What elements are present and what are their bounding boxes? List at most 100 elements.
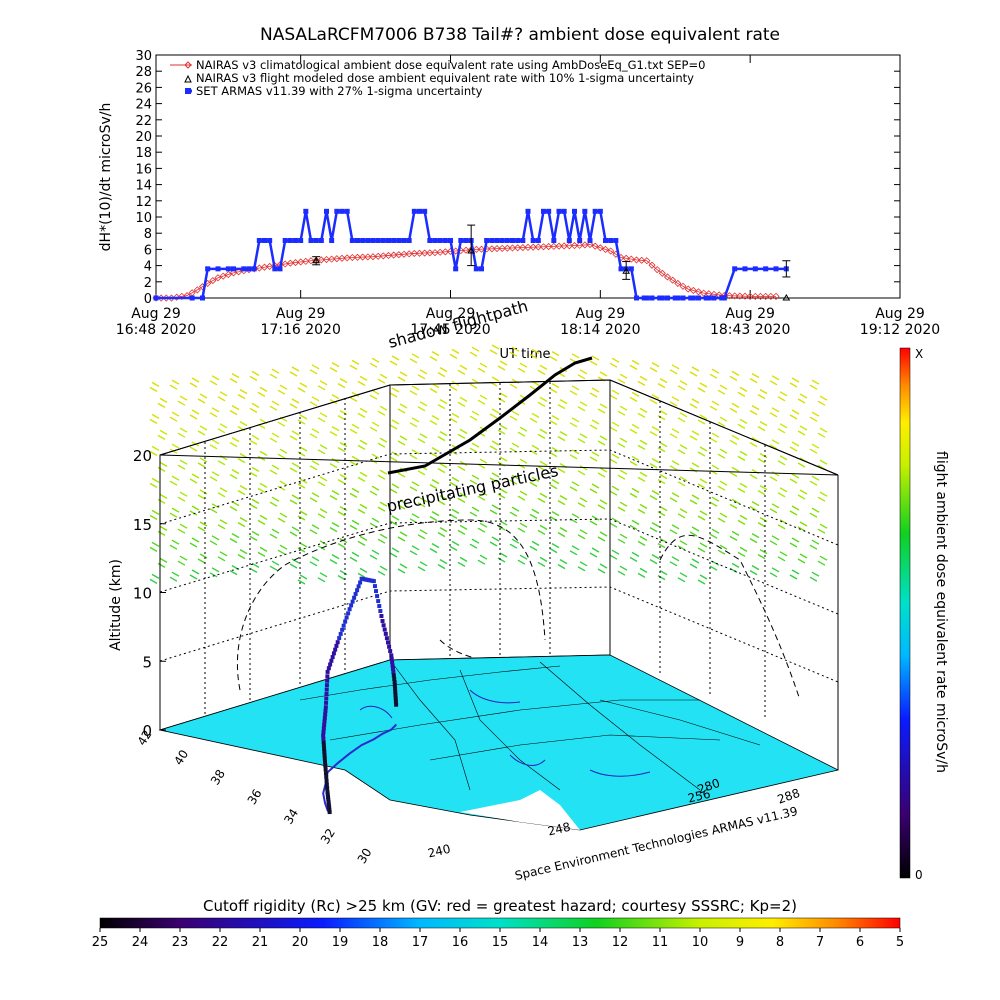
nairas-climatological-point — [426, 249, 434, 257]
particle-mark — [237, 553, 246, 560]
particle-mark — [511, 538, 520, 544]
particle-mark — [389, 392, 398, 398]
armas-point — [215, 266, 221, 272]
particle-mark — [777, 460, 786, 466]
nairas-climatological-point — [384, 251, 393, 260]
particle-mark — [371, 389, 380, 395]
particle-mark — [729, 375, 738, 382]
rigidity-colorbar-gradient — [99, 917, 901, 929]
y-tick-label: 22 — [135, 114, 152, 129]
particle-mark — [509, 351, 518, 357]
particle-mark — [351, 423, 360, 430]
particle-mark — [711, 528, 720, 534]
flightpath-point — [390, 660, 395, 665]
armas-point — [298, 237, 304, 243]
particle-mark — [651, 521, 660, 528]
particle-mark — [419, 561, 428, 567]
particle-mark — [777, 396, 786, 402]
armas-point — [732, 266, 738, 272]
particle-mark — [651, 457, 660, 464]
particle-mark — [671, 492, 680, 498]
armas-point — [241, 266, 247, 272]
particle-mark — [189, 510, 198, 516]
particle-mark — [469, 415, 478, 421]
nairas-climatological-point — [560, 242, 568, 250]
particle-mark — [619, 565, 628, 571]
flightpath-point — [323, 712, 328, 717]
nairas-climatological-point — [694, 288, 703, 296]
particle-mark — [539, 364, 548, 371]
particle-mark — [231, 436, 240, 443]
particle-mark — [269, 405, 278, 411]
particle-mark — [469, 447, 478, 453]
particle-mark — [677, 481, 686, 487]
particle-mark — [349, 556, 358, 563]
rigidity-tick-label: 11 — [652, 935, 669, 950]
particle-mark — [229, 473, 238, 480]
ground-track — [322, 723, 398, 814]
nairas-climatological-point — [374, 252, 382, 260]
legend-entry-nairas-climatological: NAIRAS v3 climatological ambient dose eq… — [170, 58, 705, 72]
particle-mark — [791, 441, 800, 447]
particle-mark — [297, 419, 306, 425]
particle-mark — [769, 508, 778, 514]
flightpath-point — [349, 603, 354, 608]
particle-mark — [637, 380, 646, 387]
precipitating-particle-field — [149, 344, 828, 585]
nairas-climatological-point — [586, 240, 594, 249]
particle-mark — [577, 374, 586, 380]
particle-mark — [499, 520, 508, 526]
flightpath-point — [324, 696, 329, 701]
particle-mark — [519, 554, 528, 560]
nairas-climatological-point — [508, 244, 517, 252]
armas-point — [484, 237, 490, 243]
flightpath-point — [358, 580, 363, 585]
particle-mark — [179, 491, 188, 497]
flightpath-point — [326, 802, 331, 807]
particle-mark — [497, 397, 506, 403]
armas-point — [618, 266, 624, 272]
particle-mark — [431, 446, 440, 453]
particle-mark — [599, 499, 608, 505]
particle-mark — [637, 508, 646, 515]
particle-mark — [799, 393, 808, 399]
particle-mark — [411, 481, 420, 487]
armas-point — [719, 295, 725, 301]
particle-mark — [259, 514, 268, 521]
particle-mark — [599, 563, 608, 569]
particle-mark — [409, 550, 418, 556]
particle-mark — [437, 403, 446, 410]
particle-mark — [579, 561, 588, 567]
particle-mark — [759, 420, 768, 427]
particle-mark — [369, 394, 378, 400]
particle-mark — [179, 555, 188, 561]
flightpath-point — [338, 631, 343, 636]
rigidity-tick-label: 25 — [92, 935, 109, 950]
particle-mark — [629, 492, 638, 499]
particle-mark — [817, 400, 826, 406]
particle-mark — [339, 473, 348, 480]
particle-mark — [709, 437, 718, 443]
armas-point — [649, 295, 655, 301]
particle-mark — [477, 495, 486, 501]
particle-mark — [619, 373, 628, 379]
particle-mark — [311, 460, 320, 466]
particle-mark — [649, 526, 658, 533]
particle-mark — [599, 371, 608, 377]
longitude-tick-label: 256 — [686, 787, 711, 806]
particle-mark — [239, 516, 248, 523]
particle-mark — [439, 526, 448, 533]
armas-point — [672, 295, 678, 301]
particle-mark — [689, 435, 698, 441]
armas-point — [515, 237, 521, 243]
flightpath-point — [390, 663, 395, 668]
particle-mark — [631, 487, 640, 494]
particle-mark — [389, 360, 398, 366]
particle-mark — [669, 529, 678, 535]
particle-mark — [539, 428, 548, 435]
nairas-climatological-point — [591, 242, 599, 250]
particle-mark — [659, 569, 668, 576]
particle-mark — [619, 437, 628, 443]
nairas-climatological-point — [700, 289, 708, 297]
particle-mark — [471, 538, 480, 544]
